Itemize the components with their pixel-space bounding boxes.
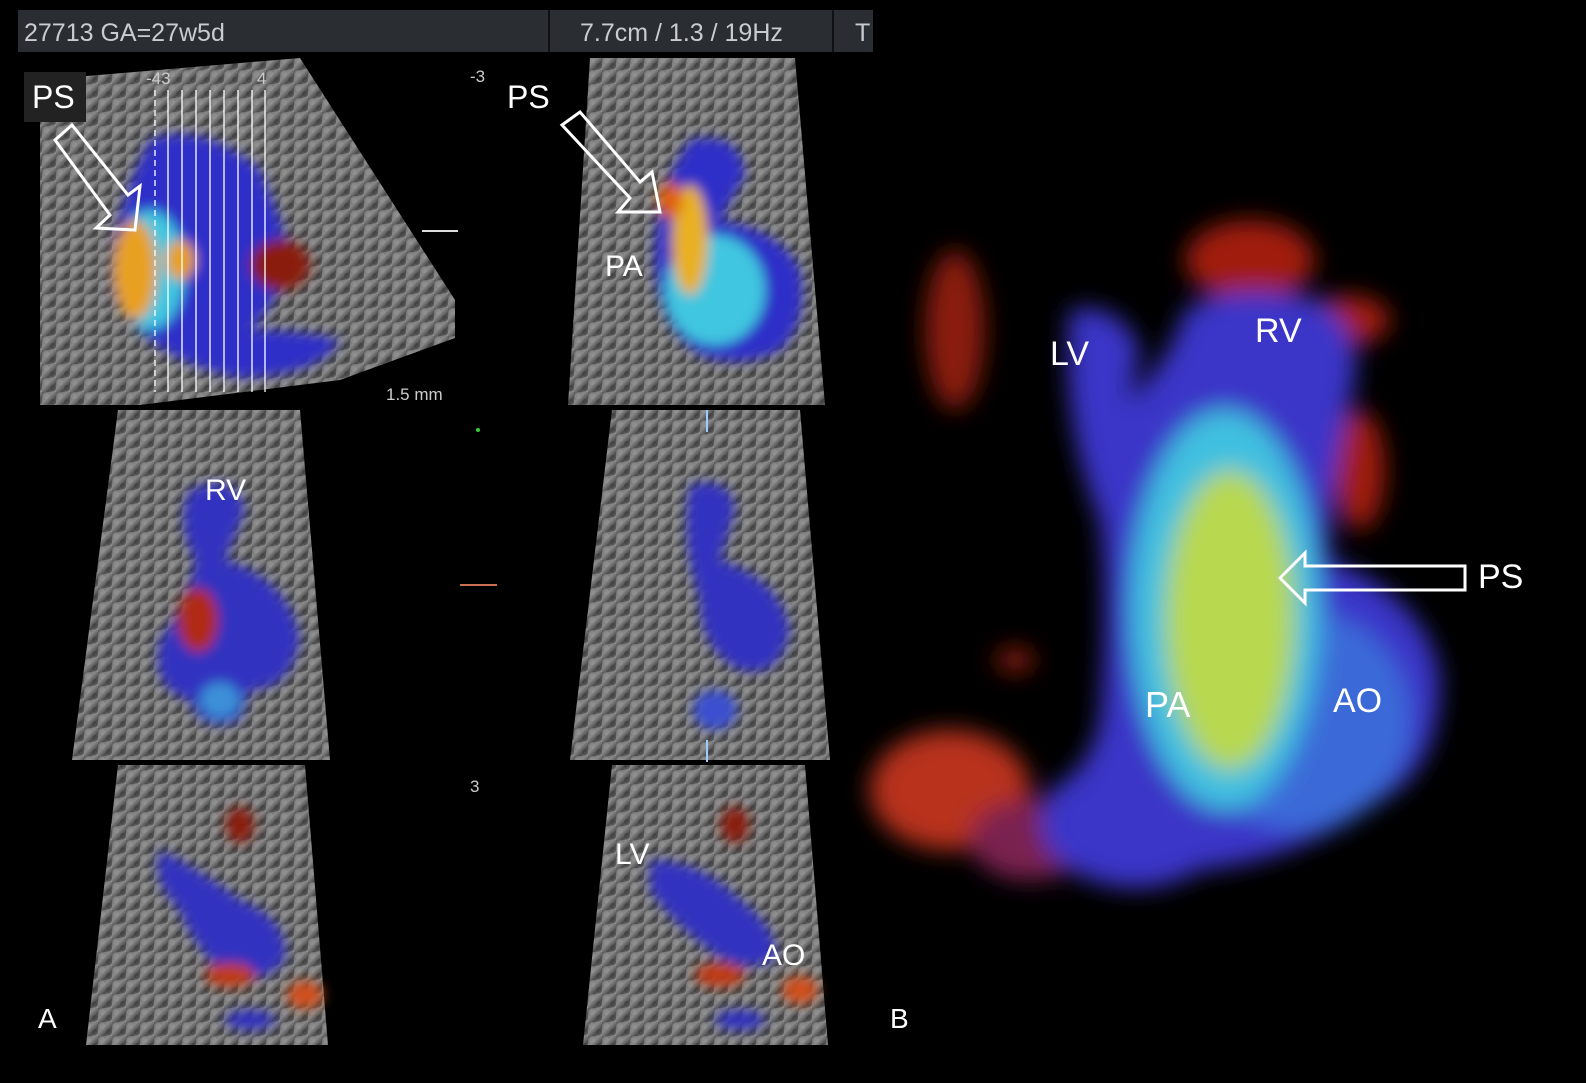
label-ps: PS [507,79,550,115]
label-ao: AO [762,939,805,972]
panel-bottom-right: LV AO [583,765,828,1045]
label-rv: RV [1255,312,1302,350]
panel-bottom-left: A [38,765,328,1045]
panel-top-right: PS PA [507,58,825,405]
arrow-icon [559,109,662,214]
panel-b: LV RV PS PA AO B [870,220,1523,1034]
header-truncated: T [855,19,870,47]
panel-mid-left: RV [72,410,330,760]
label-ao: AO [1333,682,1382,720]
label-lv: LV [615,838,649,871]
label-pa: PA [605,250,643,283]
scan-params: 7.7cm / 1.3 / 19Hz [580,19,783,47]
slice-mark-bottom: 3 [470,777,479,796]
header-bar: 27713 GA=27w5d 7.7cm / 1.3 / 19Hz T [18,10,873,52]
patient-info: 27713 GA=27w5d [24,19,225,47]
panel-mid-right [570,410,830,762]
panel-top-left: -43 4 PS 1.5 mm [24,58,458,405]
label-rv: RV [205,474,246,507]
scale-label: 1.5 mm [386,385,443,404]
tick-right: 4 [257,69,266,88]
arrow-icon [1277,549,1467,607]
slice-mark-top: -3 [470,67,485,86]
arrow-icon [52,122,142,232]
tick-left: -43 [146,69,171,88]
label-pa: PA [1145,684,1190,725]
label-ps: PS [1478,558,1523,596]
label-ps: PS [32,79,75,115]
panel-b-label: B [890,1003,909,1034]
label-lv: LV [1050,335,1089,373]
panel-a-label: A [38,1003,57,1034]
